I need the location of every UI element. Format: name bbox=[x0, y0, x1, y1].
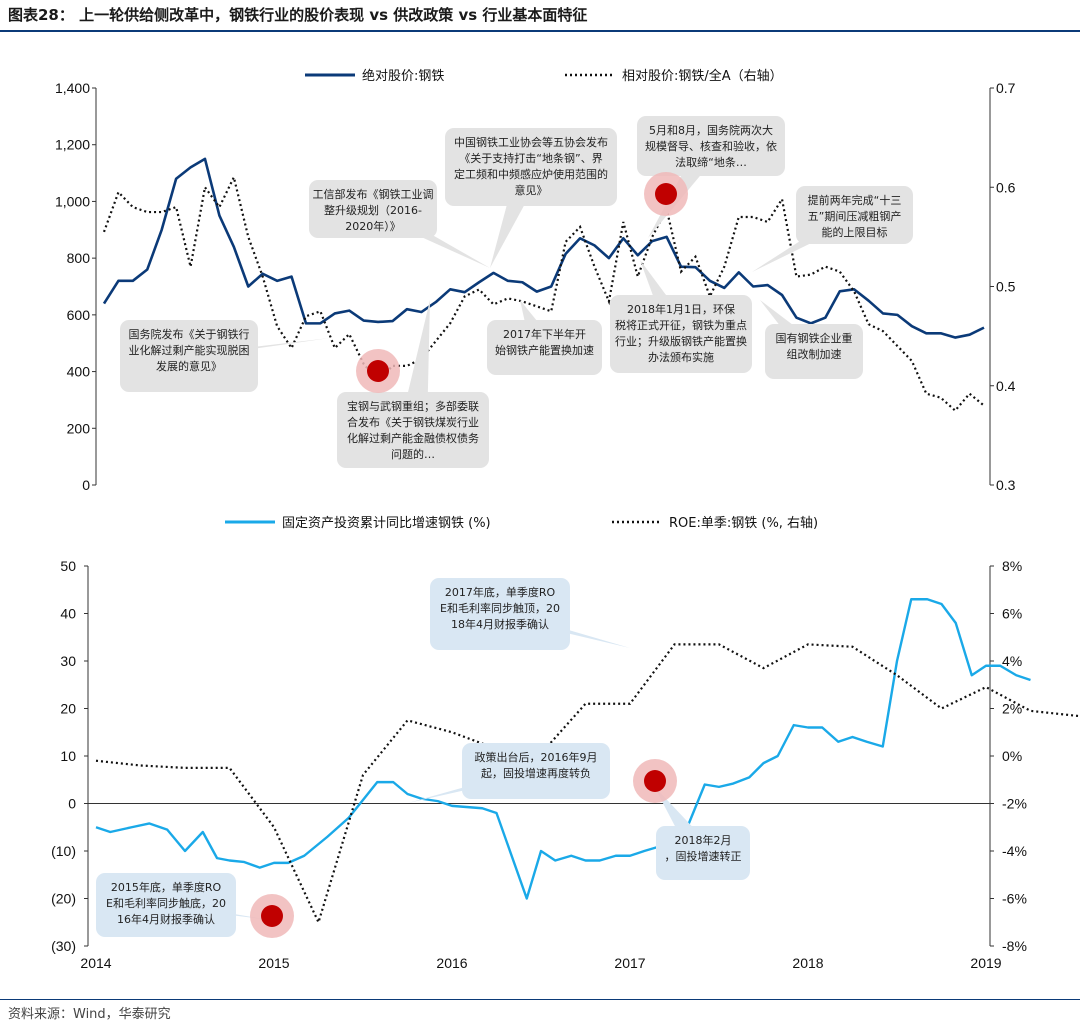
callout-text: 工信部发布《钢铁工业调整升级规划（2016-2020年）》 bbox=[313, 187, 434, 233]
callout-box bbox=[637, 116, 785, 176]
highlight-marker-2017q1 bbox=[644, 770, 666, 792]
y-tick-label: (10) bbox=[51, 843, 76, 859]
callout-box bbox=[96, 873, 236, 937]
callout-box bbox=[610, 295, 752, 373]
y-tick-label: 200 bbox=[67, 420, 91, 436]
callout-box bbox=[656, 826, 750, 880]
y2-tick-label: 4% bbox=[1002, 653, 1022, 669]
callout-text: 2018年1月1日，环保税将正式开征，钢铁为重点行业；升级版钢铁产能置换办法颁布… bbox=[615, 302, 747, 364]
highlight-marker-2017 bbox=[655, 183, 677, 205]
callout-text: 提前两年完成“十三五”期间压减粗钢产能的上限目标 bbox=[808, 193, 902, 239]
y-tick-label: 30 bbox=[60, 653, 76, 669]
callout-text: 宝钢与武钢重组；多部委联合发布《关于钢铁煤炭行业化解过剩产能金融债权债务问题的… bbox=[347, 399, 479, 461]
callout-capacity-swap: 2017年下半年开始钢铁产能置换加速 bbox=[487, 300, 602, 375]
y2-tick-label: -6% bbox=[1002, 891, 1027, 907]
callout-capacity-target: 提前两年完成“十三五”期间压减粗钢产能的上限目标 bbox=[752, 186, 913, 272]
y2-tick-label: 0.6 bbox=[996, 179, 1016, 195]
callout-text: 2017年底，单季度RO E和毛利率同步触顶，20 18年4月财报季确认 bbox=[440, 585, 560, 631]
highlight-marker-2015 bbox=[261, 905, 283, 927]
highlight-marker-2016 bbox=[367, 360, 389, 382]
y-tick-label: 50 bbox=[60, 558, 76, 574]
callout-dtg-ban: 中国钢铁工业协会等五协会发布《关于支持打击“地条钢”、界定工频和中频感应炉使用范… bbox=[445, 128, 617, 268]
series-line-absolute-price bbox=[102, 157, 985, 339]
series-line-relative-price bbox=[102, 174, 985, 413]
y2-tick-label: -4% bbox=[1002, 843, 1027, 859]
source-note: 资料来源：Wind，华泰研究 bbox=[8, 1007, 171, 1022]
callout-baosteel-wisco: 宝钢与武钢重组；多部委联合发布《关于钢铁煤炭行业化解过剩产能金融债权债务问题的… bbox=[337, 300, 489, 468]
y2-tick-label: 0.5 bbox=[996, 279, 1016, 295]
x-tick-label: 2016 bbox=[436, 955, 467, 971]
series-line-roe bbox=[95, 643, 1080, 926]
y2-tick-label: 6% bbox=[1002, 606, 1022, 622]
y-tick-label: (30) bbox=[51, 938, 76, 954]
y-tick-label: 600 bbox=[67, 307, 91, 323]
callout-box bbox=[445, 128, 617, 206]
y2-tick-label: -8% bbox=[1002, 938, 1027, 954]
callout-fai-positive: 2018年2月，固投增速转正 bbox=[654, 786, 750, 880]
series-line-fai-growth bbox=[95, 598, 1031, 900]
callout-box bbox=[309, 180, 437, 238]
callout-text: 政策出台后，2016年9月起，固投增速再度转负 bbox=[475, 750, 598, 780]
callout-soe-reform: 国有钢铁企业重组改制加速 bbox=[760, 300, 863, 379]
y2-tick-label: -2% bbox=[1002, 796, 1027, 812]
callout-box bbox=[487, 320, 602, 375]
footer-rule bbox=[0, 999, 1080, 1000]
callout-roe-trough: 2015年底，单季度RO E和毛利率同步触底，20 16年4月财报季确认 bbox=[96, 873, 270, 937]
callout-text: 5月和8月，国务院两次大规模督导、核查和验收，依法取缔“地条… bbox=[645, 123, 777, 169]
legend-label-absolute: 绝对股价:钢铁 bbox=[362, 68, 444, 84]
callout-text: 中国钢铁工业协会等五协会发布《关于支持打击“地条钢”、界定工频和中频感应炉使用范… bbox=[454, 135, 608, 197]
legend-label-relative: 相对股价:钢铁/全A（右轴） bbox=[622, 68, 783, 84]
callout-box bbox=[462, 743, 610, 799]
x-tick-label: 2018 bbox=[792, 955, 823, 971]
y-tick-label: 1,400 bbox=[55, 80, 90, 96]
y2-tick-label: 0.7 bbox=[996, 80, 1016, 96]
figure-title: 图表28： 上一轮供给侧改革中，钢铁行业的股价表现 vs 供改政策 vs 行业基… bbox=[8, 6, 588, 24]
x-tick-label: 2019 bbox=[970, 955, 1001, 971]
y2-tick-label: 2% bbox=[1002, 701, 1022, 717]
callout-env-tax: 2018年1月1日，环保税将正式开征，钢铁为重点行业；升级版钢铁产能置换办法颁布… bbox=[610, 260, 752, 373]
y-tick-label: 20 bbox=[60, 701, 76, 717]
y-tick-label: 10 bbox=[60, 748, 76, 764]
y-tick-label: 400 bbox=[67, 364, 91, 380]
y-tick-label: 40 bbox=[60, 606, 76, 622]
callout-text: 国有钢铁企业重组改制加速 bbox=[776, 331, 853, 361]
legend-label-roe: ROE:单季:钢铁 (%, 右轴) bbox=[669, 516, 818, 531]
callout-box bbox=[120, 320, 258, 392]
x-tick-label: 2014 bbox=[80, 955, 111, 971]
callout-text: 2015年底，单季度RO E和毛利率同步触底，20 16年4月财报季确认 bbox=[106, 880, 226, 926]
callout-text: 国务院发布《关于钢铁行业化解过剩产能实现脱困发展的意见》 bbox=[129, 327, 250, 373]
y-tick-label: 800 bbox=[67, 250, 91, 266]
callout-miit-plan: 工信部发布《钢铁工业调整升级规划（2016-2020年）》 bbox=[309, 180, 490, 268]
callout-box bbox=[765, 324, 863, 379]
y2-tick-label: 0.4 bbox=[996, 378, 1016, 394]
legend-label-fai: 固定资产投资累计同比增速钢铁 (%) bbox=[282, 515, 491, 531]
callout-box bbox=[337, 392, 489, 468]
chart-canvas: 02004006008001,0001,2001,4000.30.40.50.6… bbox=[51, 68, 1080, 971]
title-rule bbox=[0, 30, 1080, 32]
y-tick-label: 1,000 bbox=[55, 193, 90, 209]
callout-text: 2018年2月，固投增速转正 bbox=[665, 833, 742, 863]
x-tick-label: 2015 bbox=[258, 955, 289, 971]
y2-tick-label: 0.3 bbox=[996, 477, 1016, 493]
callout-fai-negative: 政策出台后，2016年9月起，固投增速再度转负 bbox=[408, 743, 610, 803]
callout-state-council: 国务院发布《关于钢铁行业化解过剩产能实现脱困发展的意见》 bbox=[120, 320, 330, 392]
x-tick-label: 2017 bbox=[614, 955, 645, 971]
y-tick-label: 0 bbox=[82, 477, 90, 493]
callout-roe-peak: 2017年底，单季度RO E和毛利率同步触顶，20 18年4月财报季确认 bbox=[430, 578, 630, 650]
callout-box bbox=[796, 186, 913, 244]
y-tick-label: 0 bbox=[68, 796, 76, 812]
y-tick-label: (20) bbox=[51, 891, 76, 907]
callout-box bbox=[430, 578, 570, 650]
y2-tick-label: 0% bbox=[1002, 748, 1022, 764]
y2-tick-label: 8% bbox=[1002, 558, 1022, 574]
y-tick-label: 1,200 bbox=[55, 137, 90, 153]
callout-text: 2017年下半年开始钢铁产能置换加速 bbox=[495, 327, 594, 357]
